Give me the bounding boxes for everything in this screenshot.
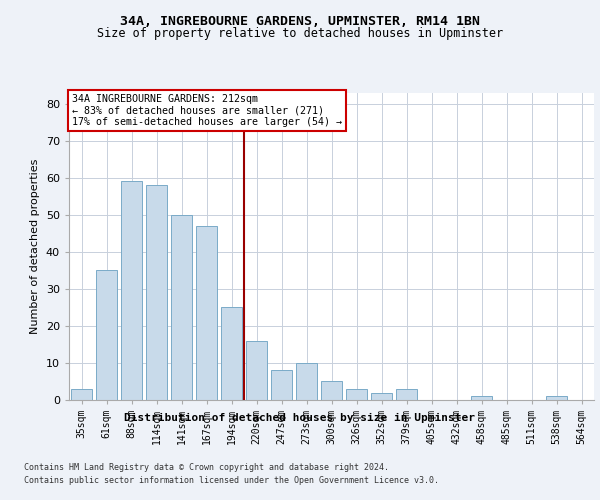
Bar	[371, 392, 392, 400]
Bar	[221, 308, 242, 400]
Bar	[546, 396, 567, 400]
Bar	[121, 182, 142, 400]
Bar	[296, 363, 317, 400]
Bar	[346, 389, 367, 400]
Text: Distribution of detached houses by size in Upminster: Distribution of detached houses by size …	[125, 412, 476, 422]
Bar	[271, 370, 292, 400]
Bar	[171, 215, 192, 400]
Bar	[96, 270, 117, 400]
Text: 34A, INGREBOURNE GARDENS, UPMINSTER, RM14 1BN: 34A, INGREBOURNE GARDENS, UPMINSTER, RM1…	[120, 15, 480, 28]
Bar	[471, 396, 492, 400]
Bar	[321, 382, 342, 400]
Text: Contains HM Land Registry data © Crown copyright and database right 2024.: Contains HM Land Registry data © Crown c…	[24, 462, 389, 471]
Bar	[246, 340, 267, 400]
Bar	[196, 226, 217, 400]
Bar	[396, 389, 417, 400]
Bar	[71, 389, 92, 400]
Y-axis label: Number of detached properties: Number of detached properties	[30, 158, 40, 334]
Text: 34A INGREBOURNE GARDENS: 212sqm
← 83% of detached houses are smaller (271)
17% o: 34A INGREBOURNE GARDENS: 212sqm ← 83% of…	[71, 94, 341, 127]
Text: Size of property relative to detached houses in Upminster: Size of property relative to detached ho…	[97, 28, 503, 40]
Text: Contains public sector information licensed under the Open Government Licence v3: Contains public sector information licen…	[24, 476, 439, 485]
Bar	[146, 185, 167, 400]
